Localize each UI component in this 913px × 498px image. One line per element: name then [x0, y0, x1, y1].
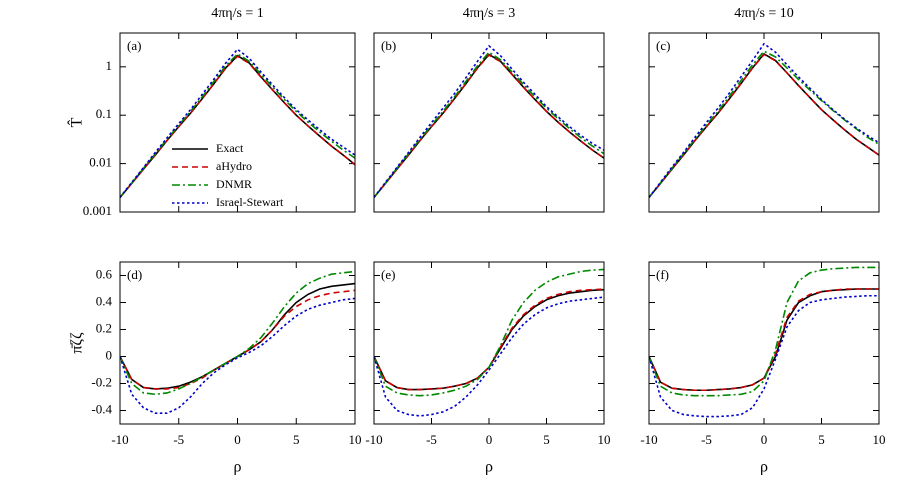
x-axis-label: ρ	[760, 459, 768, 476]
panel-title: 4πη/s = 10	[734, 6, 794, 21]
series-line	[649, 42, 879, 198]
panel-label: (f)	[656, 267, 669, 282]
y-axis-label: π̄ζζ	[69, 332, 86, 354]
x-tick-label: -5	[426, 432, 437, 447]
x-tick-label: -10	[111, 432, 128, 447]
x-tick-label: -5	[701, 432, 712, 447]
x-tick-label: 5	[818, 432, 825, 447]
plot-frame	[373, 32, 605, 213]
panel-label: (c)	[656, 38, 670, 53]
panel-label: (d)	[127, 267, 142, 282]
y-tick-label: 0.01	[89, 155, 112, 170]
plot-frame	[373, 261, 605, 425]
x-tick-label: 0	[486, 432, 493, 447]
series-line	[374, 288, 604, 391]
series-line	[374, 296, 604, 417]
y-tick-label: 1	[106, 58, 113, 73]
x-axis-label: ρ	[234, 459, 242, 476]
x-tick-label: 0	[234, 432, 241, 447]
series-line	[120, 48, 355, 198]
legend-label: aHydro	[216, 159, 252, 173]
plot-frame	[648, 32, 880, 213]
x-tick-label: 10	[873, 432, 886, 447]
panel-label: (e)	[381, 267, 395, 282]
y-axis-label: T̂	[67, 117, 86, 127]
series-line	[374, 44, 604, 198]
panel-label: (a)	[127, 38, 141, 53]
y-tick-label: -0.2	[91, 374, 112, 389]
x-tick-label: 5	[293, 432, 300, 447]
legend-label: DNMR	[216, 177, 252, 191]
series-line	[120, 282, 355, 390]
legend-label: Israel-Stewart	[216, 195, 284, 209]
series-line	[374, 268, 604, 397]
y-tick-label: 0.6	[96, 266, 113, 281]
series-line	[374, 53, 604, 198]
x-tick-label: -10	[365, 432, 382, 447]
x-axis-label: ρ	[485, 459, 493, 476]
panel-title: 4πη/s = 3	[463, 6, 516, 21]
series-line	[374, 288, 604, 391]
series-line	[649, 52, 879, 198]
y-tick-label: 0	[106, 347, 113, 362]
series-line	[649, 53, 879, 198]
series-line	[649, 266, 879, 397]
y-tick-label: 0.001	[83, 203, 112, 218]
x-tick-label: -5	[173, 432, 184, 447]
x-tick-label: -10	[640, 432, 657, 447]
plot-frame	[119, 261, 356, 425]
series-line	[649, 288, 879, 392]
series-line	[120, 270, 355, 396]
x-tick-label: 10	[598, 432, 611, 447]
x-tick-label: 5	[543, 432, 550, 447]
y-tick-label: 0.1	[96, 106, 112, 121]
y-tick-label: -0.4	[91, 401, 112, 416]
series-line	[649, 288, 879, 392]
panel-label: (b)	[381, 38, 396, 53]
series-line	[120, 55, 355, 198]
series-line	[120, 52, 355, 198]
x-tick-label: 10	[349, 432, 362, 447]
series-line	[649, 294, 879, 418]
legend-label: Exact	[216, 141, 244, 155]
y-tick-label: 0.2	[96, 320, 112, 335]
series-line	[374, 54, 604, 198]
series-line	[120, 297, 355, 414]
y-tick-label: 0.4	[96, 293, 113, 308]
series-line	[649, 50, 879, 198]
series-line	[374, 51, 604, 198]
plot-frame	[119, 32, 356, 213]
plot-frame	[648, 261, 880, 425]
panel-title: 4πη/s = 1	[211, 6, 264, 21]
x-tick-label: 0	[761, 432, 768, 447]
